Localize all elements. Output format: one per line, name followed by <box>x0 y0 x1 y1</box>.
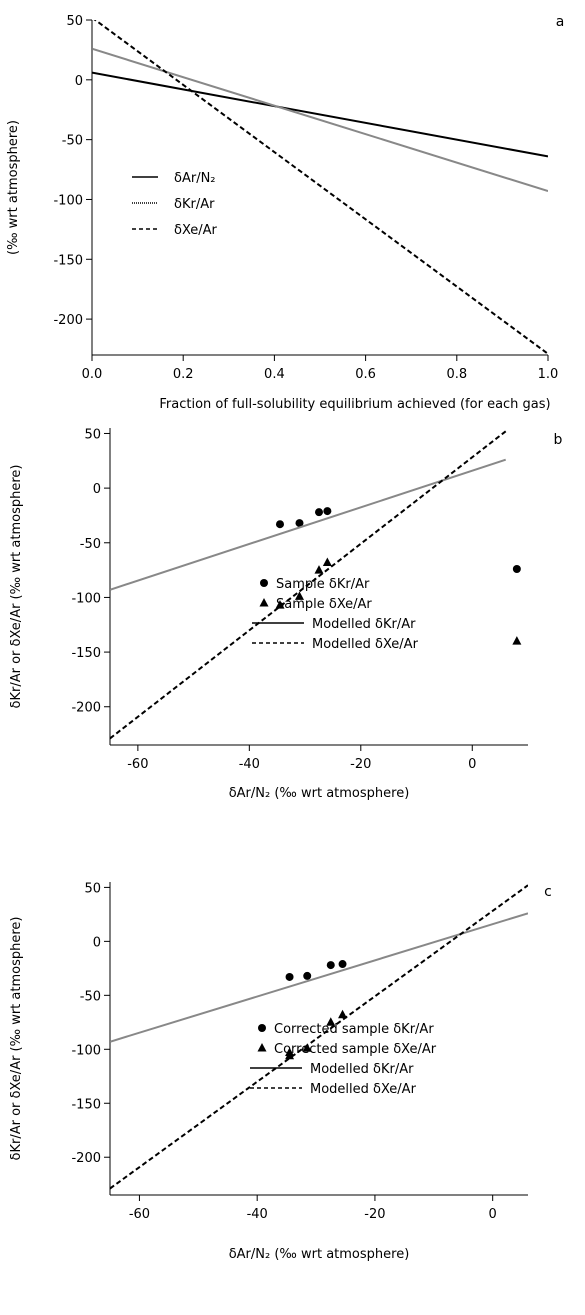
legend-swatch-circle <box>258 1024 266 1032</box>
legend-label: δKr/Ar <box>174 197 215 212</box>
series-line <box>110 458 507 591</box>
y-tick-label: 0 <box>93 935 101 950</box>
data-point-circle <box>275 520 284 529</box>
legend-swatch-triangle <box>259 598 269 607</box>
y-tick-label: 50 <box>84 427 101 442</box>
data-point-triangle <box>326 1017 336 1026</box>
y-tick-label: -100 <box>53 193 83 208</box>
x-tick-label: -40 <box>247 1207 268 1222</box>
data-point-circle <box>295 519 304 528</box>
plot-area <box>110 884 528 1190</box>
y-tick-label: 0 <box>75 74 83 89</box>
x-tick-label: -60 <box>129 1207 150 1222</box>
data-point-circle <box>303 971 312 980</box>
x-tick-label: 0.4 <box>264 367 285 382</box>
data-point-triangle <box>302 1043 312 1052</box>
legend-swatch-triangle <box>257 1043 267 1052</box>
legend-label: Corrected sample δKr/Ar <box>274 1022 434 1037</box>
y-tick-label: -200 <box>71 701 101 716</box>
plot-area <box>92 20 548 355</box>
y-tick-label: 50 <box>66 14 83 29</box>
y-tick-label: -100 <box>71 1043 101 1058</box>
y-tick-label: -50 <box>62 134 83 149</box>
data-point-triangle <box>314 565 324 574</box>
y-tick-label: -200 <box>71 1151 101 1166</box>
x-tick-label: 0 <box>468 757 476 772</box>
data-point-circle <box>315 508 323 517</box>
series-line <box>110 884 528 1190</box>
data-point-triangle <box>532 604 541 613</box>
plot-area <box>110 430 541 740</box>
y-tick-label: -150 <box>71 1097 101 1112</box>
y-axis-label: (‰ wrt atmosphere) <box>6 120 21 255</box>
x-tick-label: -40 <box>239 757 260 772</box>
data-point-triangle <box>338 1009 348 1019</box>
data-point-circle <box>532 550 540 558</box>
x-tick-label: 0.2 <box>173 367 194 382</box>
data-point-circle <box>338 960 347 969</box>
legend: Corrected sample δKr/Ar Corrected sample … <box>250 1022 437 1097</box>
legend-label: Modelled δKr/Ar <box>310 1062 414 1077</box>
data-point-triangle <box>512 636 522 645</box>
series-line <box>92 71 548 158</box>
x-tick-label: -20 <box>350 757 371 772</box>
x-axis-label: δAr/N₂ (‰ wrt atmosphere) <box>229 1247 410 1262</box>
y-tick-label: -150 <box>71 646 101 661</box>
y-tick-label: 50 <box>84 881 101 896</box>
chart-panel-a: 50 0 -50 -100 -150 -200 0.0 0.2 0.4 0.6 0.8 1.0 Frac… <box>6 14 564 412</box>
legend-label: Sample δKr/Ar <box>276 577 370 592</box>
legend-label: Modelled δKr/Ar <box>312 617 416 632</box>
y-tick-label: -100 <box>71 591 101 606</box>
y-tick-label: -200 <box>53 313 83 328</box>
data-point-triangle <box>322 557 332 566</box>
panel-label: b <box>554 432 563 448</box>
x-tick-label: 0 <box>489 1207 497 1222</box>
y-tick-label: -50 <box>80 537 101 552</box>
legend-label: Modelled δXe/Ar <box>310 1082 417 1097</box>
data-point-circle <box>326 961 335 970</box>
data-point-triangle <box>294 591 304 600</box>
y-axis-label: δKr/Ar or δXe/Ar (‰ wrt atmosphere) <box>9 465 24 709</box>
series-line <box>110 912 528 1043</box>
legend-label: δAr/N₂ <box>174 171 216 186</box>
series-line <box>92 47 548 193</box>
x-tick-label: -20 <box>364 1207 385 1222</box>
panel-label: a <box>556 14 565 30</box>
x-tick-label: 1.0 <box>538 367 559 382</box>
data-point-triangle <box>275 600 285 609</box>
data-point-circle <box>512 565 521 574</box>
x-tick-label: 0.6 <box>355 367 376 382</box>
data-point-circle <box>323 507 332 516</box>
legend-label: Modelled δXe/Ar <box>312 637 419 652</box>
series-line <box>93 20 548 355</box>
panel-label: c <box>544 884 552 900</box>
legend-swatch-circle <box>260 579 268 587</box>
x-tick-label: 0.0 <box>82 367 103 382</box>
y-tick-label: -150 <box>53 253 83 268</box>
x-tick-label: 0.8 <box>446 367 467 382</box>
x-axis-label: δAr/N₂ (‰ wrt atmosphere) <box>229 786 410 801</box>
legend-label: Corrected sample δXe/Ar <box>274 1042 437 1057</box>
legend-label: δXe/Ar <box>174 223 218 238</box>
y-tick-label: -50 <box>80 989 101 1004</box>
legend-label: Sample δXe/Ar <box>276 597 372 612</box>
x-axis-label: Fraction of full-solubility equilibrium … <box>159 397 550 412</box>
y-tick-label: 0 <box>93 482 101 497</box>
legend: Sample δKr/Ar Sample δXe/Ar Modelled δKr/A… <box>252 577 419 652</box>
y-axis-label: δKr/Ar or δXe/Ar (‰ wrt atmosphere) <box>9 917 24 1161</box>
x-tick-label: -60 <box>127 757 148 772</box>
data-point-circle <box>285 972 294 981</box>
legend: δAr/N₂ δKr/Ar δXe/Ar <box>132 171 218 238</box>
series-line <box>110 430 507 740</box>
